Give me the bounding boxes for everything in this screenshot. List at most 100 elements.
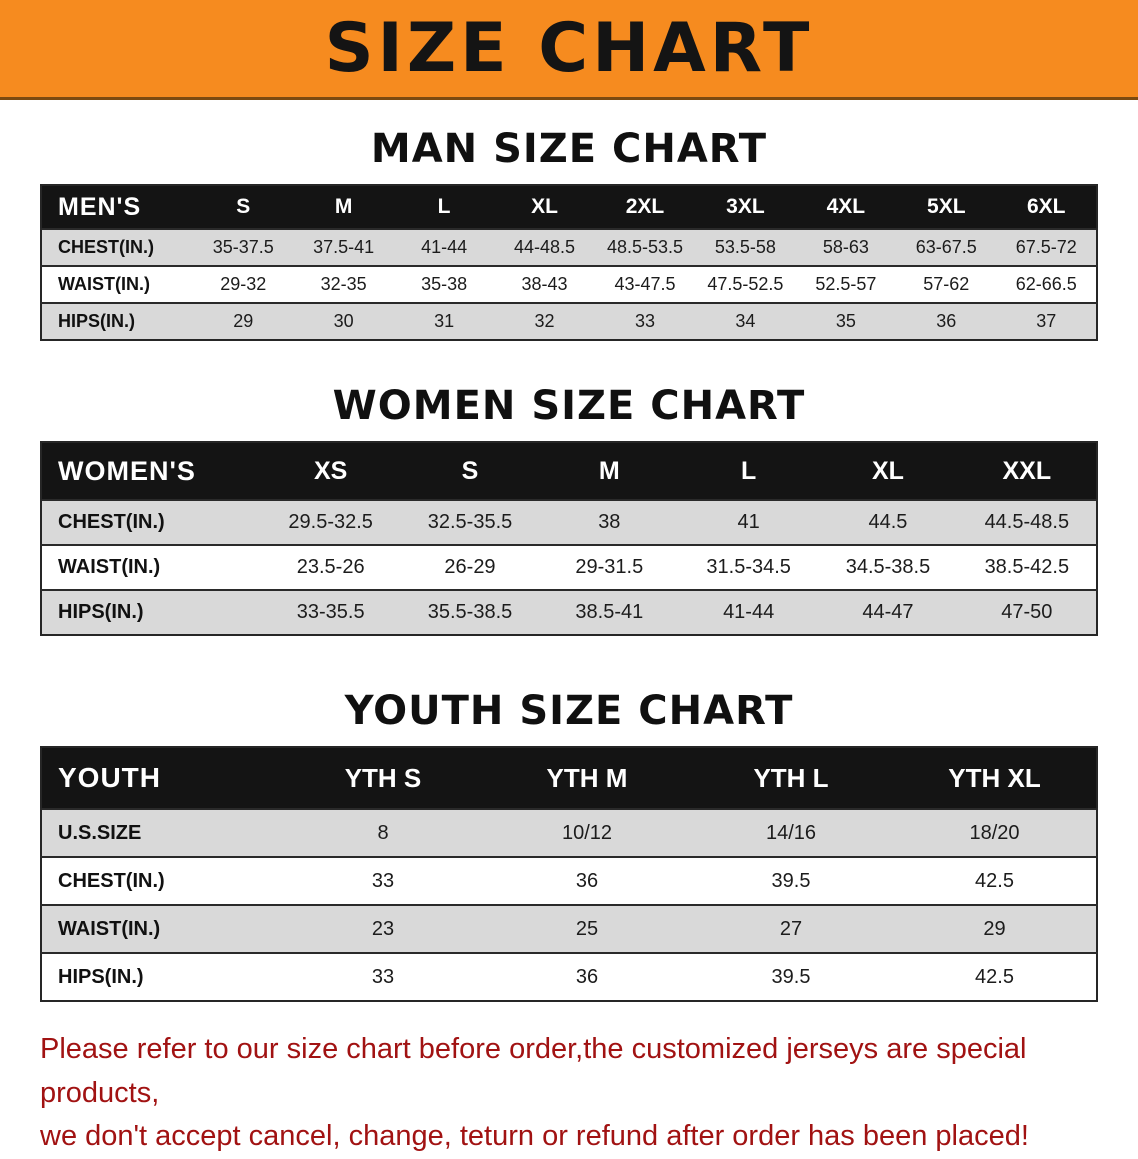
table-row: U.S.SIZE 8 10/12 14/16 18/20 — [41, 809, 1097, 857]
size-column-header: YTH XL — [893, 747, 1097, 809]
size-value-cell: 35-37.5 — [212, 237, 274, 257]
disclaimer-line-2: we don't accept cancel, change, teturn o… — [40, 1120, 1029, 1152]
row-label: WAIST(IN.) — [58, 917, 161, 940]
size-value-cell: 37.5-41 — [313, 237, 375, 257]
size-column-header: XS — [261, 442, 401, 500]
size-column-header: 2XL — [594, 185, 696, 229]
size-value-cell: 31.5-34.5 — [706, 556, 791, 578]
size-value-cell: 47-50 — [1001, 601, 1053, 623]
size-value-cell: 32 — [534, 311, 555, 331]
size-value-cell: 26-29 — [444, 556, 496, 578]
women-size-chart-heading: WOMEN SIZE CHART — [332, 383, 806, 429]
size-value-cell: 31 — [434, 311, 455, 331]
table-row: CHEST(IN.) 35-37.5 37.5-41 41-44 44-48.5 48.5… — [41, 229, 1097, 266]
table-row: CHEST(IN.) 33 36 39.5 42.5 — [41, 857, 1097, 905]
size-value-cell: 29.5-32.5 — [288, 511, 373, 533]
row-label: CHEST(IN.) — [58, 237, 154, 257]
size-value-cell: 44-48.5 — [514, 237, 576, 257]
size-value-cell: 38 — [598, 511, 621, 533]
size-column-header: 6XL — [996, 185, 1097, 229]
row-label: CHEST(IN.) — [58, 869, 165, 892]
size-value-cell: 14/16 — [765, 821, 817, 844]
size-value-cell: 33-35.5 — [296, 601, 365, 623]
row-label: WAIST(IN.) — [58, 274, 150, 294]
table-row: CHEST(IN.) 29.5-32.5 32.5-35.5 38 41 44.5 44.5… — [41, 500, 1097, 545]
row-label: HIPS(IN.) — [58, 601, 144, 623]
size-column-header: 3XL — [695, 185, 796, 229]
size-column-header: 4XL — [795, 185, 897, 229]
size-value-cell: 43-47.5 — [614, 274, 676, 294]
size-value-cell: 41-44 — [421, 237, 468, 257]
men-size-table: MEN'S S M L XL 2XL 3XL 4XL 5XL 6XL CHEST(IN.) 35-37… — [40, 184, 1098, 341]
size-value-cell: 42.5 — [975, 869, 1014, 892]
size-value-cell: 32.5-35.5 — [427, 511, 513, 533]
man-size-chart-section: MAN SIZE CHART MEN'S S M L XL 2XL 3XL 4XL 5XL 6XL… — [0, 126, 1138, 341]
size-value-cell: 53.5-58 — [714, 237, 776, 257]
youth-size-table: YOUTH YTH S YTH M YTH L YTH XL U.S.SIZE 8 10/12… — [40, 746, 1098, 1002]
size-value-cell: 47.5-52.5 — [707, 274, 784, 294]
size-value-cell: 42.5 — [975, 965, 1014, 988]
size-value-cell: 29-31.5 — [575, 556, 644, 578]
size-value-cell: 35 — [835, 311, 856, 331]
youth-size-chart-section: YOUTH SIZE CHART YOUTH YTH S YTH M YTH L YTH… — [0, 688, 1138, 1002]
size-value-cell: 32-35 — [320, 274, 367, 294]
size-value-cell: 34.5-38.5 — [845, 556, 931, 578]
size-column-header: M — [539, 442, 679, 500]
size-value-cell: 48.5-53.5 — [606, 237, 683, 257]
size-value-cell: 34 — [735, 311, 756, 331]
size-value-cell: 57-62 — [923, 274, 970, 294]
row-label: WAIST(IN.) — [58, 556, 161, 578]
table-header-row: MEN'S S M L XL 2XL 3XL 4XL 5XL 6XL — [41, 185, 1097, 229]
size-value-cell: 58-63 — [822, 237, 869, 257]
row-label: U.S.SIZE — [58, 821, 142, 844]
size-value-cell: 44.5 — [868, 511, 908, 533]
row-label: CHEST(IN.) — [58, 511, 165, 533]
size-value-cell: 35.5-38.5 — [427, 601, 513, 623]
size-value-cell: 23 — [371, 917, 395, 940]
size-value-cell: 29-32 — [220, 274, 267, 294]
size-column-header: L — [393, 185, 495, 229]
size-column-header: XL — [494, 185, 595, 229]
size-column-header: YTH M — [485, 747, 689, 809]
size-column-header: YTH S — [281, 747, 485, 809]
table-row: WAIST(IN.) 23.5-26 26-29 29-31.5 31.5-34.5 34… — [41, 545, 1097, 590]
size-value-cell: 39.5 — [771, 869, 811, 892]
disclaimer-text: Please refer to our size chart before or… — [40, 1028, 1118, 1159]
size-value-cell: 67.5-72 — [1015, 237, 1077, 257]
size-value-cell: 18/20 — [969, 821, 1020, 844]
size-value-cell: 36 — [936, 311, 957, 331]
size-value-cell: 27 — [779, 917, 803, 940]
size-value-cell: 8 — [377, 821, 389, 844]
size-value-cell: 23.5-26 — [296, 556, 365, 578]
size-value-cell: 38-43 — [521, 274, 568, 294]
size-column-header: XXL — [957, 442, 1097, 500]
table-row: HIPS(IN.) 33 36 39.5 42.5 — [41, 953, 1097, 1001]
size-value-cell: 36 — [575, 965, 599, 988]
size-column-header: 5XL — [896, 185, 997, 229]
table-title-cell: MEN'S — [41, 185, 193, 229]
size-value-cell: 37 — [1036, 311, 1057, 331]
table-header-row: WOMEN'S XS S M L XL XXL — [41, 442, 1097, 500]
size-column-header: XL — [818, 442, 958, 500]
table-title-cell: WOMEN'S — [41, 442, 261, 500]
size-value-cell: 10/12 — [561, 821, 613, 844]
size-value-cell: 35-38 — [421, 274, 468, 294]
disclaimer-line-1: Please refer to our size chart before or… — [40, 1033, 1027, 1109]
man-size-chart-heading: MAN SIZE CHART — [370, 126, 768, 172]
size-column-header: M — [293, 185, 394, 229]
women-size-chart-section: WOMEN SIZE CHART WOMEN'S XS S M L XL XXL CHEST(… — [0, 383, 1138, 636]
size-value-cell: 29 — [233, 311, 254, 331]
banner-title: SIZE CHART — [324, 9, 814, 88]
size-value-cell: 30 — [333, 311, 354, 331]
size-value-cell: 52.5-57 — [815, 274, 877, 294]
size-value-cell: 38.5-41 — [575, 601, 644, 623]
size-value-cell: 29 — [983, 917, 1006, 940]
size-value-cell: 25 — [575, 917, 599, 940]
size-column-header: S — [400, 442, 540, 500]
size-column-header: YTH L — [689, 747, 893, 809]
table-title-cell: YOUTH — [41, 747, 281, 809]
size-value-cell: 39.5 — [771, 965, 811, 988]
women-size-table: WOMEN'S XS S M L XL XXL CHEST(IN.) 29.5-32.5 32.5… — [40, 441, 1098, 636]
size-value-cell: 41 — [737, 511, 760, 533]
size-value-cell: 41-44 — [723, 601, 775, 623]
